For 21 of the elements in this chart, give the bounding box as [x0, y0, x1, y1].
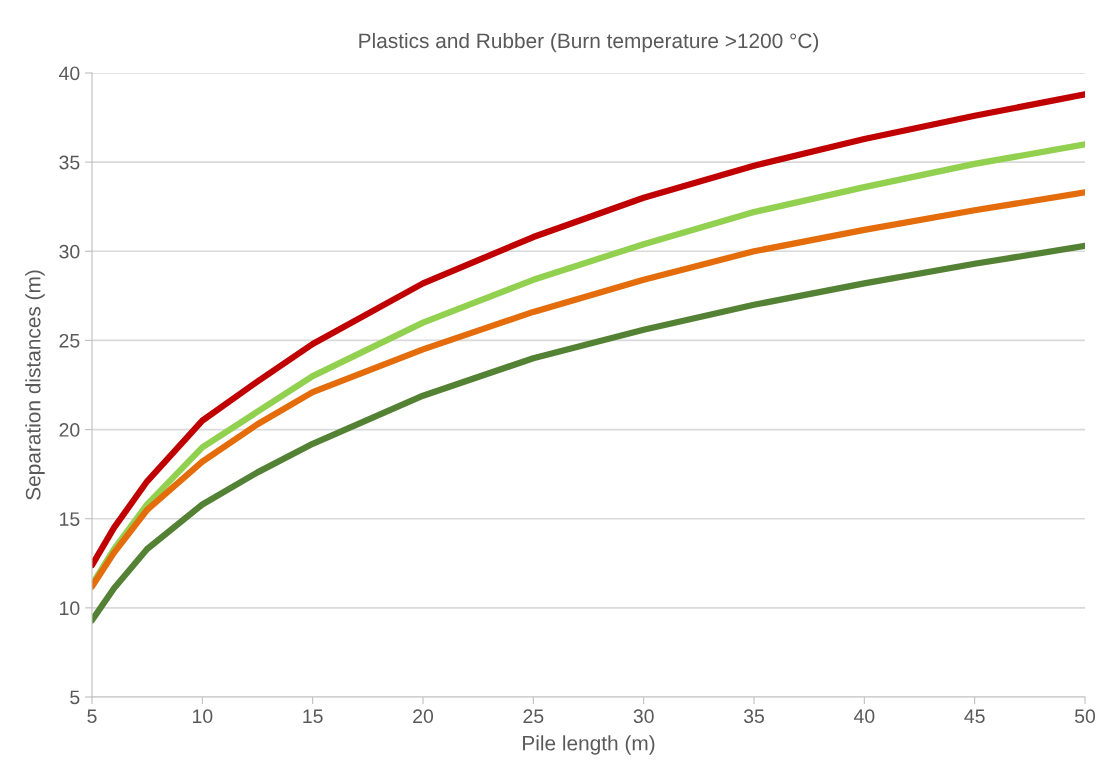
- x-tick-label: 50: [1074, 709, 1096, 724]
- y-tick-label: 30: [59, 244, 80, 259]
- y-axis-title: Separation distances (m): [25, 270, 45, 500]
- x-axis-title: Pile length (m): [523, 735, 655, 755]
- x-tick-label: 5: [87, 709, 97, 724]
- y-tick-label: 10: [60, 601, 80, 616]
- chart-title: Plastics and Rubber (Burn temperature >1200 °C): [359, 32, 819, 53]
- x-tick-label: 25: [523, 709, 544, 724]
- x-tick-label: 10: [193, 709, 213, 724]
- y-tick-label: 40: [59, 66, 80, 81]
- x-tick-label: 20: [413, 709, 434, 724]
- y-tick-label: 15: [60, 512, 80, 526]
- x-tick-label: 45: [964, 709, 985, 724]
- y-tick-label: 20: [59, 423, 80, 437]
- y-tick-label: 5: [70, 690, 80, 705]
- x-tick-label: 40: [853, 709, 875, 724]
- x-tick-label: 15: [303, 709, 323, 724]
- y-tick-label: 25: [59, 333, 80, 348]
- x-tick-label: 30: [633, 709, 654, 724]
- x-tick-label: 35: [743, 709, 764, 724]
- y-tick-label: 35: [59, 155, 80, 170]
